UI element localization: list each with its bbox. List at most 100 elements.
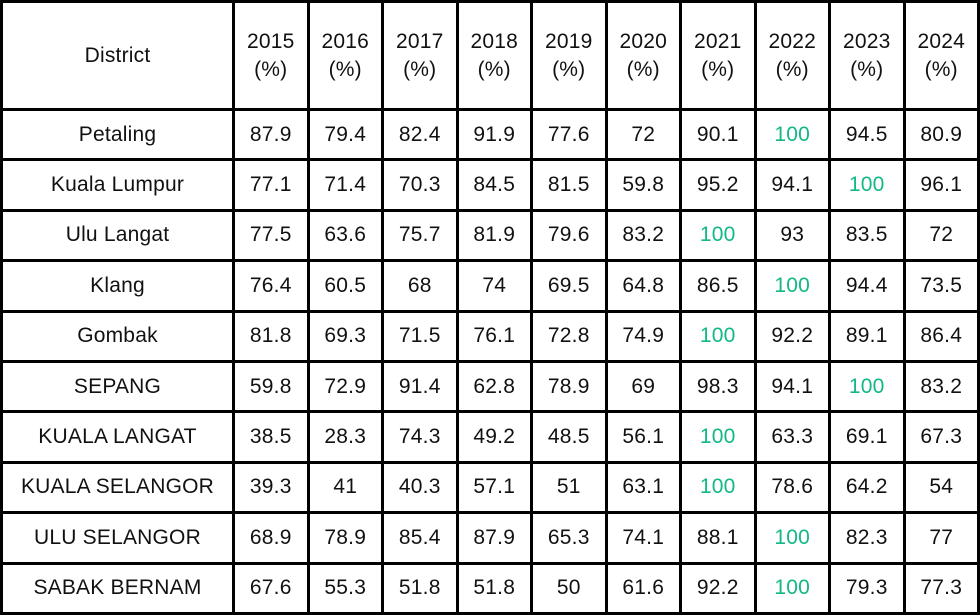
district-column-header: District [0,0,235,111]
value-cell: 77 [902,511,980,565]
value-cell: 79.6 [530,208,608,263]
table-row: Ulu Langat 77.5 63.6 75.7 81.9 79.6 83.2 100 93 8… [0,208,980,263]
value-cell: 100 [828,359,906,414]
district-cell: Klang [0,259,235,313]
value-cell: 100 [679,208,757,263]
value-cell: 90.1 [679,107,757,162]
value-cell: 89.1 [828,309,906,363]
value-cell: 91.4 [381,359,459,414]
value-cell: 86.5 [679,259,757,313]
value-cell: 74 [455,259,533,313]
value-cell: 74.3 [381,410,459,464]
value-cell: 59.8 [232,359,310,414]
value-cell: 77.5 [232,208,310,263]
value-cell: 100 [753,259,831,313]
value-cell: 94.1 [753,158,831,212]
value-cell: 49.2 [455,410,533,464]
value-cell: 74.9 [604,309,682,363]
table-row: KUALA LANGAT 38.5 28.3 74.3 49.2 48.5 56.1 100 6… [0,410,980,464]
value-cell: 76.4 [232,259,310,313]
value-cell: 72.8 [530,309,608,363]
value-cell: 38.5 [232,410,310,464]
value-cell: 74.1 [604,511,682,565]
value-cell: 70.3 [381,158,459,212]
value-cell: 93 [753,208,831,263]
value-cell: 100 [753,511,831,565]
district-cell: KUALA SELANGOR [0,460,235,515]
year-column-header-2022: 2022 (%) [753,0,831,111]
value-cell: 84.5 [455,158,533,212]
value-cell: 68 [381,259,459,313]
value-cell: 72.9 [306,359,384,414]
table-row: SABAK BERNAM 67.6 55.3 51.8 51.8 50 61.6 92.2 10… [0,561,980,615]
value-cell: 100 [679,460,757,515]
value-cell: 54 [902,460,980,515]
value-cell: 81.9 [455,208,533,263]
value-cell: 73.5 [902,259,980,313]
value-cell: 62.8 [455,359,533,414]
value-cell: 81.8 [232,309,310,363]
table-row: ULU SELANGOR 68.9 78.9 85.4 87.9 65.3 74.1 88.1… [0,511,980,565]
value-cell: 67.6 [232,561,310,615]
year-column-header-2015: 2015 (%) [232,0,310,111]
value-cell: 81.5 [530,158,608,212]
value-cell: 79.3 [828,561,906,615]
value-cell: 85.4 [381,511,459,565]
district-cell: ULU SELANGOR [0,511,235,565]
value-cell: 28.3 [306,410,384,464]
header-row: District 2015 (%) 2016 (%) 2017 (%) 2018 (%) 201… [0,0,980,111]
value-cell: 71.4 [306,158,384,212]
value-cell: 100 [679,309,757,363]
value-cell: 100 [753,107,831,162]
district-cell: KUALA LANGAT [0,410,235,464]
table-row: Gombak 81.8 69.3 71.5 76.1 72.8 74.9 100 92.2 89.… [0,309,980,363]
year-column-header-2023: 2023 (%) [828,0,906,111]
value-cell: 48.5 [530,410,608,464]
value-cell: 82.4 [381,107,459,162]
value-cell: 60.5 [306,259,384,313]
value-cell: 91.9 [455,107,533,162]
district-cell: SABAK BERNAM [0,561,235,615]
value-cell: 65.3 [530,511,608,565]
value-cell: 82.3 [828,511,906,565]
value-cell: 63.6 [306,208,384,263]
district-cell: Ulu Langat [0,208,235,263]
value-cell: 51 [530,460,608,515]
value-cell: 83.2 [604,208,682,263]
value-cell: 100 [828,158,906,212]
year-column-header-2018: 2018 (%) [455,0,533,111]
value-cell: 94.4 [828,259,906,313]
district-cell: Gombak [0,309,235,363]
value-cell: 61.6 [604,561,682,615]
value-cell: 96.1 [902,158,980,212]
year-column-header-2016: 2016 (%) [306,0,384,111]
value-cell: 78.6 [753,460,831,515]
table-row: SEPANG 59.8 72.9 91.4 62.8 78.9 69 98.3 94.1 100 8… [0,359,980,414]
value-cell: 100 [753,561,831,615]
value-cell: 87.9 [455,511,533,565]
table-row: Kuala Lumpur 77.1 71.4 70.3 84.5 81.5 59.8 95.2… [0,158,980,212]
value-cell: 39.3 [232,460,310,515]
value-cell: 69.5 [530,259,608,313]
year-column-header-2020: 2020 (%) [604,0,682,111]
value-cell: 78.9 [530,359,608,414]
table-row: KUALA SELANGOR 39.3 41 40.3 57.1 51 63.1 100 78.… [0,460,980,515]
year-column-header-2021: 2021 (%) [679,0,757,111]
value-cell: 56.1 [604,410,682,464]
district-cell: SEPANG [0,359,235,414]
value-cell: 92.2 [753,309,831,363]
value-cell: 41 [306,460,384,515]
value-cell: 57.1 [455,460,533,515]
value-cell: 40.3 [381,460,459,515]
value-cell: 78.9 [306,511,384,565]
value-cell: 79.4 [306,107,384,162]
value-cell: 88.1 [679,511,757,565]
value-cell: 72 [902,208,980,263]
district-cell: Kuala Lumpur [0,158,235,212]
value-cell: 77.3 [902,561,980,615]
value-cell: 72 [604,107,682,162]
value-cell: 77.1 [232,158,310,212]
year-column-header-2024: 2024 (%) [902,0,980,111]
table-row: Klang 76.4 60.5 68 74 69.5 64.8 86.5 100 94.4 73.5 [0,259,980,313]
